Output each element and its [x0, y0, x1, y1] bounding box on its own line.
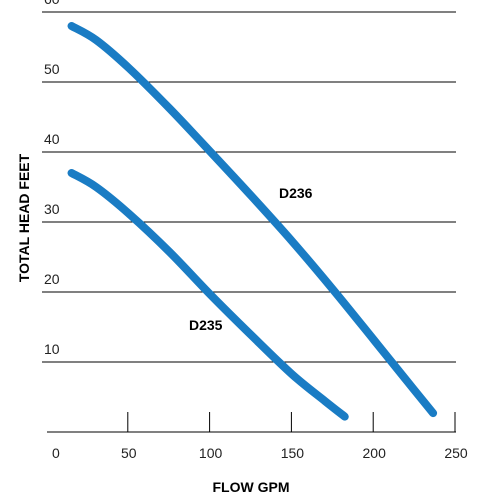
y-tick-label-60: 60 [44, 0, 60, 7]
series-label-d236: D236 [279, 185, 313, 201]
y-tick-label-10: 10 [44, 341, 60, 357]
y-tick-label-40: 40 [44, 131, 60, 147]
x-tick-label-0: 0 [52, 445, 60, 461]
gridlines [42, 11, 456, 363]
series-line-d236 [67, 22, 438, 418]
x-tick-label-150: 150 [281, 445, 305, 461]
x-axis-title: FLOW GPM [213, 479, 290, 495]
y-tick-label-30: 30 [44, 201, 60, 217]
axes [47, 412, 456, 433]
x-tick-label-200: 200 [363, 445, 387, 461]
labels: 10 20 30 40 50 60 0 50 100 150 200 250 D236 D235 FLOW … [16, 0, 468, 495]
x-tick-label-250: 250 [444, 445, 468, 461]
series-lines [67, 22, 438, 421]
series-label-d235: D235 [189, 317, 223, 333]
y-tick-label-50: 50 [44, 61, 60, 77]
series-line-d235 [67, 169, 349, 421]
x-tick-label-100: 100 [199, 445, 223, 461]
x-tick-label-50: 50 [121, 445, 137, 461]
y-tick-label-20: 20 [44, 271, 60, 287]
y-axis-title: TOTAL HEAD FEET [16, 153, 32, 282]
